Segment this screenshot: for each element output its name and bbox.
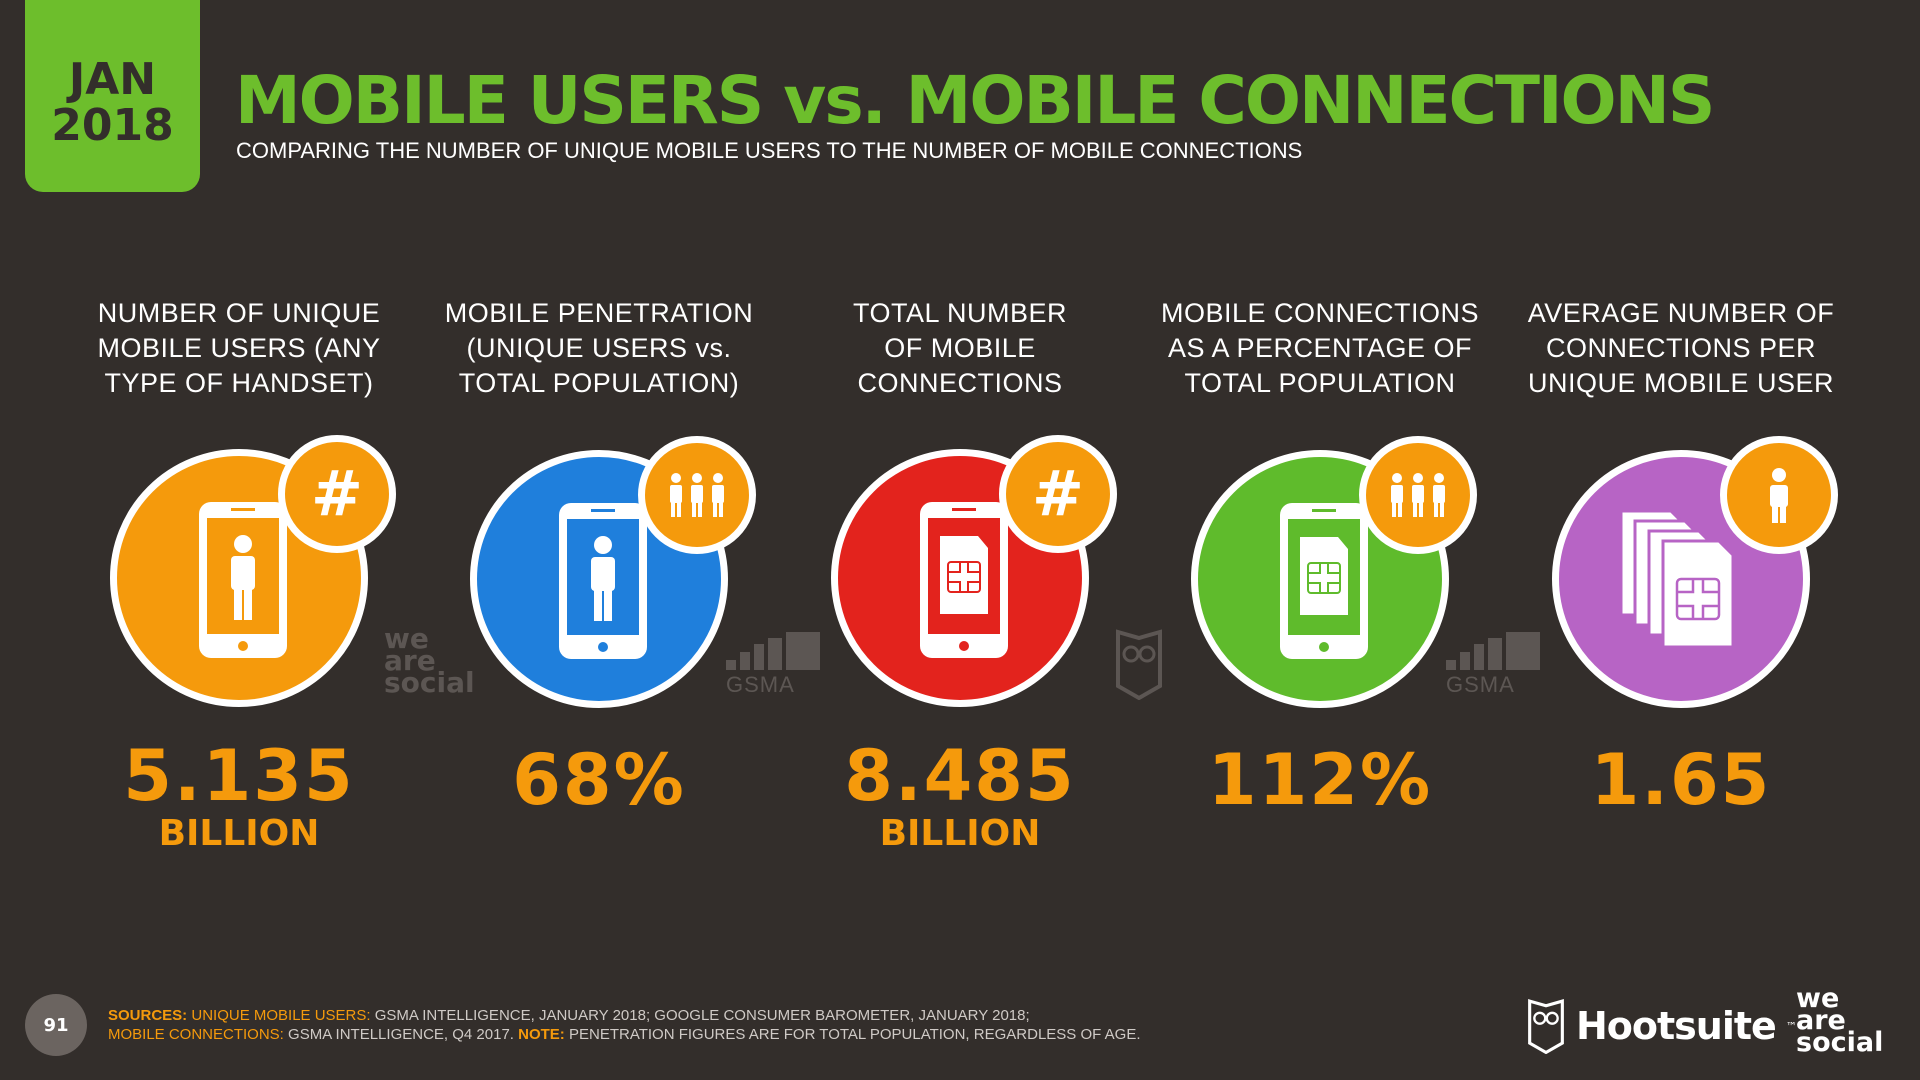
watermark-line: are — [384, 644, 436, 677]
phone-sim-icon — [1280, 503, 1368, 659]
metric-connections-percentage: MOBILE CONNECTIONS AS A PERCENTAGE OF TO… — [1155, 296, 1485, 856]
metric-mobile-penetration: MOBILE PENETRATION (UNIQUE USERS vs. TOT… — [434, 296, 764, 856]
badge-hash: # — [278, 434, 396, 553]
metric-connections-per-user: AVERAGE NUMBER OF CONNECTIONS PER UNIQUE… — [1516, 296, 1846, 856]
hootsuite-wordmark: Hootsuite — [1576, 1004, 1777, 1048]
gsma-logo-icon — [726, 632, 820, 670]
owl-icon — [1116, 629, 1162, 701]
metric-icon-group: # — [104, 434, 396, 707]
metric-value: 8.485 — [844, 735, 1076, 817]
metric-label: MOBILE CONNECTIONS AS A PERCENTAGE OF TO… — [1160, 298, 1480, 398]
sources-text: SOURCES: UNIQUE MOBILE USERS: GSMA INTEL… — [108, 1006, 1141, 1044]
sources-line-2: MOBILE CONNECTIONS: GSMA INTELLIGENCE, Q… — [108, 1025, 1141, 1044]
hootsuite-logo: Hootsuite ™ — [1526, 998, 1797, 1054]
metric-label: MOBILE PENETRATION (UNIQUE USERS vs. TOT… — [444, 298, 754, 398]
watermark-line: social — [384, 666, 475, 699]
phone-person-icon — [199, 501, 287, 658]
owl-icon — [1528, 999, 1564, 1054]
sim-cards-icon — [1619, 509, 1735, 649]
phone-sim-icon — [920, 501, 1008, 658]
logo-line: we — [1796, 983, 1840, 1014]
watermark-line: we — [384, 622, 429, 655]
metric-label: NUMBER OF UNIQUE MOBILE USERS (ANY TYPE … — [97, 298, 381, 398]
unique-users-label: UNIQUE MOBILE USERS: — [191, 1007, 371, 1024]
person-icon — [1770, 468, 1788, 523]
metric-unique-users: NUMBER OF UNIQUE MOBILE USERS (ANY TYPE … — [74, 296, 404, 856]
metric-total-connections: TOTAL NUMBER OF MOBILE CONNECTIONS # 8.4… — [795, 296, 1125, 856]
metric-label: AVERAGE NUMBER OF CONNECTIONS PER UNIQUE… — [1527, 298, 1835, 398]
page-subtitle: COMPARING THE NUMBER OF UNIQUE MOBILE US… — [236, 138, 1303, 163]
date-month: JAN — [68, 54, 157, 105]
hash-icon: # — [1032, 457, 1084, 531]
metric-value: 1.65 — [1590, 739, 1772, 821]
gsma-watermark: GSMA — [1446, 632, 1542, 698]
unique-users-source: GSMA INTELLIGENCE, JANUARY 2018; GOOGLE … — [374, 1007, 1030, 1024]
badge-hash: # — [999, 434, 1117, 553]
trademark: ™ — [1785, 1019, 1797, 1033]
gsma-logo-icon — [1446, 632, 1540, 670]
date-year: 2018 — [51, 100, 174, 151]
metric-label: TOTAL NUMBER OF MOBILE CONNECTIONS — [852, 298, 1068, 398]
badge-people — [638, 436, 756, 554]
note-label: NOTE: — [518, 1026, 565, 1043]
date-badge: JAN 2018 — [25, 0, 200, 192]
logo-line: are — [1796, 1005, 1846, 1036]
metric-icon-group — [464, 436, 756, 708]
logo-line: social — [1796, 1027, 1884, 1058]
gsma-text: GSMA — [726, 672, 795, 697]
metric-circle — [1552, 450, 1810, 708]
note-text: PENETRATION FIGURES ARE FOR TOTAL POPULA… — [568, 1026, 1141, 1043]
metric-unit: BILLION — [158, 813, 320, 854]
badge-people — [1359, 436, 1477, 554]
metric-value: 68% — [512, 739, 686, 821]
metric-icon-group: # — [825, 434, 1117, 707]
metric-circle — [470, 450, 728, 708]
metric-icon-group — [1185, 436, 1477, 708]
metric-icon-group — [1546, 436, 1838, 708]
connections-label: MOBILE CONNECTIONS: — [108, 1026, 284, 1043]
we-are-social-logo: we are social — [1796, 983, 1884, 1058]
metric-unit: BILLION — [879, 813, 1041, 854]
sources-label: SOURCES: — [108, 1007, 188, 1024]
page-title: MOBILE USERS vs. MOBILE CONNECTIONS — [235, 62, 1715, 139]
metric-value: 5.135 — [123, 735, 355, 817]
gsma-watermark: GSMA — [726, 632, 822, 698]
badge-person — [1720, 436, 1838, 554]
we-are-social-watermark: we are social — [384, 622, 475, 699]
sources-line-1: SOURCES: UNIQUE MOBILE USERS: GSMA INTEL… — [108, 1006, 1141, 1025]
page-number: 91 — [25, 994, 87, 1056]
gsma-text: GSMA — [1446, 672, 1515, 697]
phone-person-icon — [559, 503, 647, 659]
connections-source: GSMA INTELLIGENCE, Q4 2017. — [288, 1026, 514, 1043]
people-group-icon — [1391, 473, 1445, 517]
metric-value: 112% — [1207, 739, 1433, 821]
people-group-icon — [670, 473, 724, 517]
hash-icon: # — [311, 457, 363, 531]
hootsuite-owl-watermark — [1114, 628, 1164, 704]
